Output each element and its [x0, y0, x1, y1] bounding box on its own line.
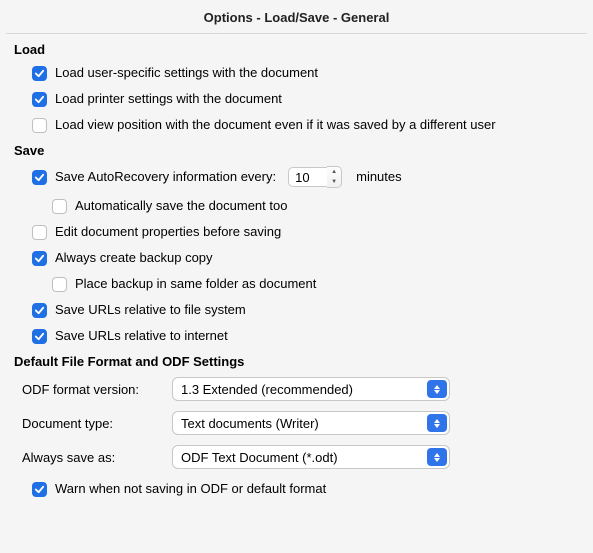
select-arrow-icon: [427, 380, 447, 398]
doc-type-label: Document type:: [22, 416, 172, 431]
autosave-doc-row: Automatically save the document too: [52, 198, 579, 214]
warn-checkbox[interactable]: [32, 482, 47, 497]
save-section-header: Save: [14, 143, 579, 158]
check-icon: [34, 253, 45, 264]
urls-net-label: Save URLs relative to internet: [55, 328, 228, 344]
edit-props-label: Edit document properties before saving: [55, 224, 281, 240]
backup-same-folder-checkbox[interactable]: [52, 277, 67, 292]
always-save-as-row: Always save as: ODF Text Document (*.odt…: [14, 445, 579, 469]
chevron-up-icon: ▲: [331, 169, 337, 175]
always-save-as-value: ODF Text Document (*.odt): [181, 450, 338, 465]
odf-version-label: ODF format version:: [22, 382, 172, 397]
check-icon: [34, 331, 45, 342]
load-view-position-label: Load view position with the document eve…: [55, 117, 496, 133]
edit-props-checkbox[interactable]: [32, 225, 47, 240]
backup-same-folder-label: Place backup in same folder as document: [75, 276, 316, 292]
load-user-settings-label: Load user-specific settings with the doc…: [55, 65, 318, 81]
warn-row: Warn when not saving in ODF or default f…: [32, 481, 579, 497]
backup-copy-label: Always create backup copy: [55, 250, 213, 266]
autorecovery-label: Save AutoRecovery information every:: [55, 169, 276, 185]
warn-label: Warn when not saving in ODF or default f…: [55, 481, 326, 497]
edit-props-row: Edit document properties before saving: [32, 224, 579, 240]
check-icon: [34, 484, 45, 495]
load-section-header: Load: [14, 42, 579, 57]
title-separator: [6, 33, 587, 34]
load-printer-settings-checkbox[interactable]: [32, 92, 47, 107]
check-icon: [34, 68, 45, 79]
backup-copy-row: Always create backup copy: [32, 250, 579, 266]
load-printer-settings-label: Load printer settings with the document: [55, 91, 282, 107]
load-view-position-checkbox[interactable]: [32, 118, 47, 133]
doc-type-select[interactable]: Text documents (Writer): [172, 411, 450, 435]
options-page: Load Load user-specific settings with th…: [0, 42, 593, 521]
urls-net-row: Save URLs relative to internet: [32, 328, 579, 344]
check-icon: [34, 94, 45, 105]
doc-type-value: Text documents (Writer): [181, 416, 319, 431]
autosave-doc-checkbox[interactable]: [52, 199, 67, 214]
odf-version-value: 1.3 Extended (recommended): [181, 382, 353, 397]
select-arrow-icon: [427, 414, 447, 432]
autorecovery-checkbox[interactable]: [32, 170, 47, 185]
backup-copy-checkbox[interactable]: [32, 251, 47, 266]
format-section-header: Default File Format and ODF Settings: [14, 354, 579, 369]
autorecovery-value-input[interactable]: 10: [288, 167, 332, 187]
urls-fs-label: Save URLs relative to file system: [55, 302, 246, 318]
select-arrow-icon: [427, 448, 447, 466]
urls-fs-checkbox[interactable]: [32, 303, 47, 318]
odf-version-select[interactable]: 1.3 Extended (recommended): [172, 377, 450, 401]
load-user-settings-row: Load user-specific settings with the doc…: [32, 65, 579, 81]
autorecovery-stepper[interactable]: ▲ ▼: [327, 166, 342, 188]
odf-version-row: ODF format version: 1.3 Extended (recomm…: [14, 377, 579, 401]
autorecovery-spinner: 10 ▲ ▼: [288, 166, 342, 188]
always-save-as-label: Always save as:: [22, 450, 172, 465]
always-save-as-select[interactable]: ODF Text Document (*.odt): [172, 445, 450, 469]
load-printer-settings-row: Load printer settings with the document: [32, 91, 579, 107]
autorecovery-unit: minutes: [356, 169, 402, 185]
doc-type-row: Document type: Text documents (Writer): [14, 411, 579, 435]
autosave-doc-label: Automatically save the document too: [75, 198, 287, 214]
autorecovery-row: Save AutoRecovery information every: 10 …: [32, 166, 579, 188]
urls-fs-row: Save URLs relative to file system: [32, 302, 579, 318]
check-icon: [34, 172, 45, 183]
load-user-settings-checkbox[interactable]: [32, 66, 47, 81]
load-view-position-row: Load view position with the document eve…: [32, 117, 579, 133]
chevron-down-icon: ▼: [331, 179, 337, 185]
check-icon: [34, 305, 45, 316]
urls-net-checkbox[interactable]: [32, 329, 47, 344]
backup-same-folder-row: Place backup in same folder as document: [52, 276, 579, 292]
dialog-title: Options - Load/Save - General: [0, 0, 593, 33]
